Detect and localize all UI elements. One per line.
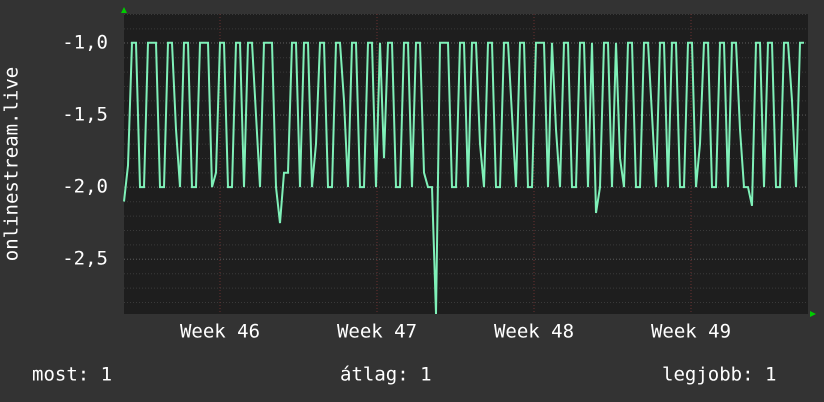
axis-arrow bbox=[121, 7, 127, 13]
axis-arrow bbox=[810, 311, 816, 317]
x-tick-label: Week 49 bbox=[651, 321, 731, 343]
y-tick-label: -2,5 bbox=[62, 248, 108, 270]
x-tick-label: Week 48 bbox=[494, 321, 574, 343]
legend-text: most: 1 bbox=[32, 364, 112, 386]
y-axis-label: onlinestream.live bbox=[1, 67, 23, 261]
legend-text: átlag: 1 bbox=[340, 364, 432, 386]
legend-text: legjobb: 1 bbox=[662, 364, 776, 386]
y-tick-label: -1,5 bbox=[62, 103, 108, 125]
y-tick-label: -2,0 bbox=[62, 176, 108, 198]
x-tick-label: Week 46 bbox=[180, 321, 260, 343]
plot-area bbox=[124, 14, 808, 314]
line-series bbox=[123, 41, 804, 315]
x-tick-label: Week 47 bbox=[337, 321, 417, 343]
y-tick-label: -1,0 bbox=[62, 31, 108, 53]
